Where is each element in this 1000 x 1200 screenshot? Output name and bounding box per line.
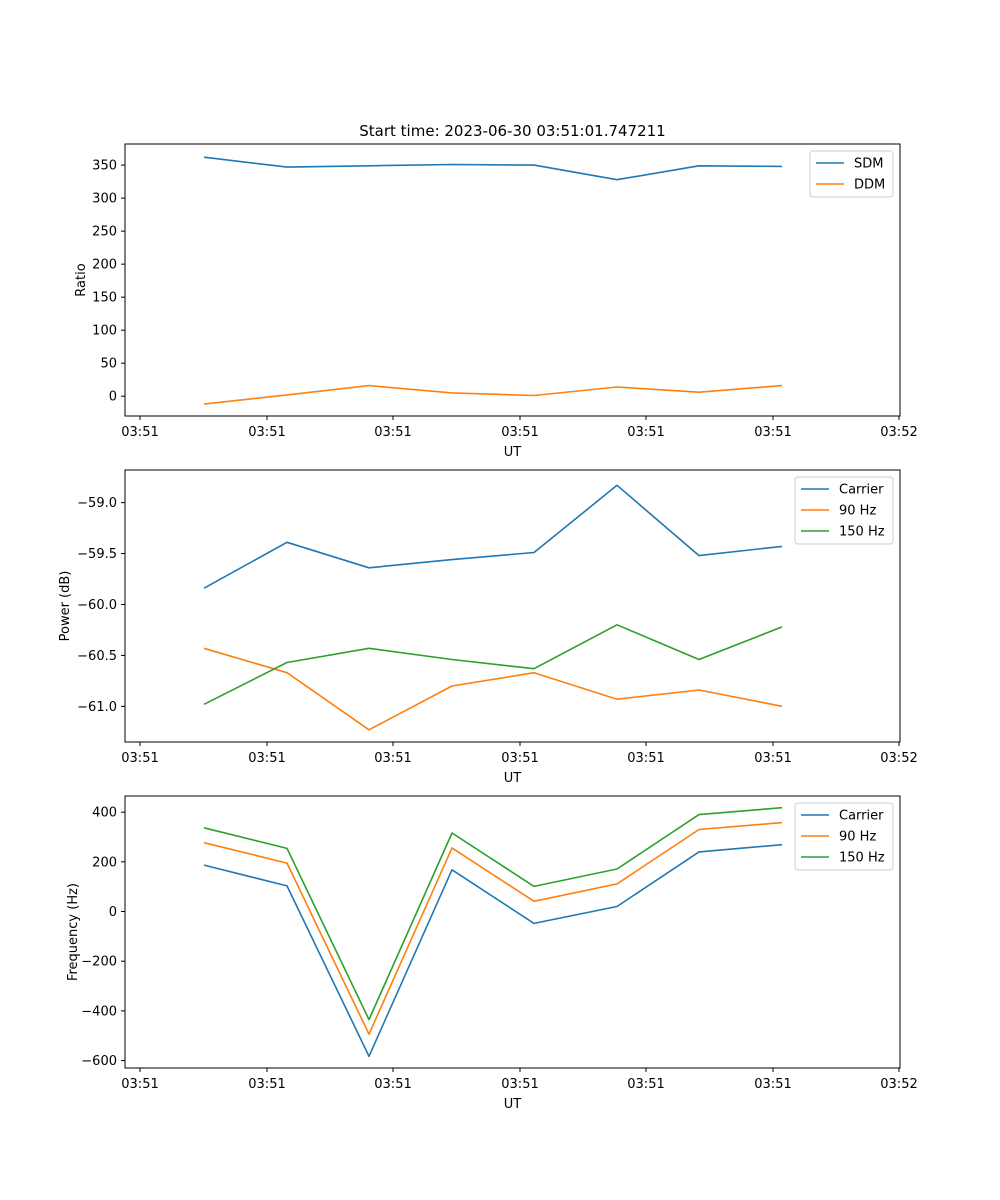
series-line-90-hz	[203, 821, 783, 1035]
y-axis-label: Power (dB)	[58, 571, 73, 642]
y-tick-label: −60.5	[77, 649, 117, 664]
x-tick-label: 03:52	[880, 425, 917, 440]
x-tick-label: 03:51	[627, 425, 664, 440]
x-tick-label: 03:51	[374, 425, 411, 440]
chart-panel-3: 03:51 03:51 03:51 03:51 03:51 03:51 03:52 UT −60…	[66, 795, 918, 1112]
series-line-150-hz	[203, 623, 783, 706]
x-tick-label: 03:51	[627, 751, 664, 766]
x-axis-label: UT	[504, 445, 522, 460]
y-tick-label: 200	[92, 855, 117, 870]
x-tick-label: 03:51	[501, 425, 538, 440]
chart-panel-2: 03:51 03:51 03:51 03:51 03:51 03:51 03:52 UT −61…	[58, 469, 918, 786]
x-tick-label: 03:51	[754, 425, 791, 440]
legend-box	[794, 802, 894, 871]
y-tick-label: −400	[81, 1004, 117, 1019]
legend: Carrier 90 Hz 150 Hz	[794, 476, 894, 545]
legend-box	[794, 476, 894, 545]
y-tick-label: 200	[92, 258, 117, 273]
y-tick-label: 350	[92, 159, 117, 174]
y-tick-label: 250	[92, 225, 117, 240]
chart-title: Start time: 2023-06-30 03:51:01.747211	[359, 122, 665, 140]
y-tick-label: 100	[92, 324, 117, 339]
axes-frame	[124, 469, 901, 743]
series-line-carrier	[203, 484, 783, 589]
y-tick-label: 50	[100, 357, 117, 372]
chart-panel-1: Start time: 2023-06-30 03:51:01.74721103…	[74, 122, 918, 460]
y-tick-label: −600	[81, 1054, 117, 1069]
y-tick-label: −59.5	[77, 547, 117, 562]
x-tick-label: 03:51	[121, 751, 158, 766]
series-line-150-hz	[203, 806, 783, 1021]
x-tick-label: 03:51	[248, 425, 285, 440]
x-tick-label: 03:52	[880, 1077, 917, 1092]
y-tick-label: 0	[109, 905, 117, 920]
x-axis-label: UT	[504, 1097, 522, 1112]
y-tick-label: 150	[92, 291, 117, 306]
legend: SDM DDM	[809, 150, 894, 198]
y-tick-label: −59.0	[77, 496, 117, 511]
x-tick-label: 03:51	[248, 751, 285, 766]
y-tick-label: −200	[81, 955, 117, 970]
y-axis-label: Ratio	[74, 263, 89, 296]
series-line-90-hz	[203, 647, 783, 731]
legend-label: 90 Hz	[839, 504, 876, 519]
x-tick-label: 03:51	[374, 751, 411, 766]
legend-label: 90 Hz	[839, 830, 876, 845]
y-tick-label: 400	[92, 806, 117, 821]
axes-frame	[124, 143, 901, 417]
legend-label: DDM	[854, 178, 885, 193]
legend: Carrier 90 Hz 150 Hz	[794, 802, 894, 871]
x-tick-label: 03:51	[501, 1077, 538, 1092]
x-tick-label: 03:51	[121, 1077, 158, 1092]
x-tick-label: 03:51	[374, 1077, 411, 1092]
legend-label: SDM	[854, 157, 883, 172]
legend-label: 150 Hz	[839, 525, 885, 540]
x-tick-label: 03:51	[627, 1077, 664, 1092]
y-tick-label: −60.0	[77, 598, 117, 613]
y-tick-label: 0	[109, 390, 117, 405]
legend-label: Carrier	[839, 483, 884, 498]
series-line-ddm	[203, 384, 783, 405]
legend-label: Carrier	[839, 809, 884, 824]
y-tick-label: −61.0	[77, 700, 117, 715]
series-line-sdm	[203, 156, 783, 181]
legend-label: 150 Hz	[839, 851, 885, 866]
x-tick-label: 03:52	[880, 751, 917, 766]
y-tick-label: 300	[92, 192, 117, 207]
x-tick-label: 03:51	[121, 425, 158, 440]
axes-frame	[124, 795, 901, 1069]
x-tick-label: 03:51	[248, 1077, 285, 1092]
series-line-carrier	[203, 843, 783, 1058]
y-axis-label: Frequency (Hz)	[66, 883, 81, 981]
x-tick-label: 03:51	[754, 1077, 791, 1092]
x-axis-label: UT	[504, 771, 522, 786]
x-tick-label: 03:51	[754, 751, 791, 766]
x-tick-label: 03:51	[501, 751, 538, 766]
